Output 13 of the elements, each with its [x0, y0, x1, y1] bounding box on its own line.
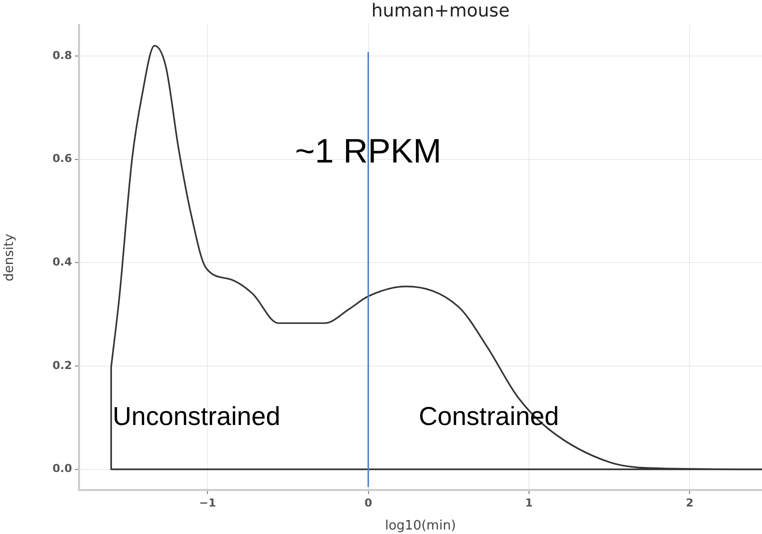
annotation: Unconstrained — [112, 401, 280, 432]
y-tick-label: 0.6 — [52, 152, 72, 166]
y-tick-label: 0.4 — [52, 256, 72, 269]
x-tick-label: 2 — [686, 496, 694, 510]
y-axis-title: density — [2, 233, 18, 282]
chart-title: human+mouse — [371, 0, 510, 22]
x-axis-title: log10(min) — [384, 518, 456, 534]
y-tick-label: 0.8 — [52, 48, 72, 62]
x-tick-label: 1 — [525, 496, 533, 510]
y-tick-label: 0.0 — [52, 462, 72, 476]
x-tick-label: 0 — [364, 496, 372, 510]
y-tick-label: 0.2 — [52, 358, 72, 372]
x-tick-label: −1 — [199, 496, 216, 510]
